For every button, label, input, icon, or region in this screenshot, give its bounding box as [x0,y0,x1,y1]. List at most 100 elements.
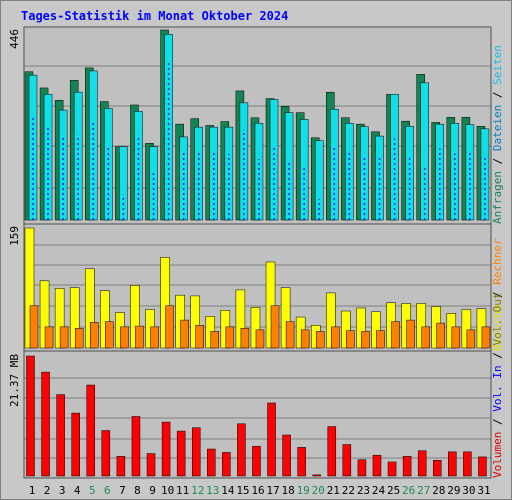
bar-volumen [222,452,231,477]
bar-volumen [448,451,457,477]
bar-dateien [450,123,460,221]
bar-rechner [135,325,144,349]
bar-besuche [326,292,336,349]
day-label: 5 [89,484,96,497]
bar-rechner [105,321,114,349]
bar-rechner [315,331,325,349]
bar-volumen [86,384,96,477]
legend-segment: / [491,412,504,432]
bar-dateien [465,124,475,221]
bar-volumen [478,456,487,477]
bar-besuche [235,289,246,349]
bar-volumen [26,355,35,477]
y-max-label: 159 [8,226,21,246]
day-label: 4 [74,484,81,497]
day-label: 25 [387,484,400,497]
day-label: 14 [221,484,235,497]
series-legend-label: Anfragen / Dateien / Seiten [491,45,504,224]
bar-volumen [327,426,337,477]
bar-rechner [421,326,430,349]
bar-rechner [59,326,69,349]
day-label: 16 [251,484,264,497]
legend-segment: / [491,85,504,105]
bar-besuche [416,303,426,349]
bar-volumen [116,456,126,477]
bar-besuche [190,295,200,349]
bar-besuche [341,310,351,349]
bar-volumen [71,412,80,477]
plot-border-3 [23,350,492,479]
bar-rechner [406,319,415,349]
bar-besuche [130,285,140,349]
bar-volumen [282,434,291,477]
bar-volumen [372,454,382,477]
day-label: 27 [417,484,430,497]
day-label: 26 [402,484,415,497]
day-label: 11 [176,484,189,497]
bar-rechner [44,326,54,349]
bar-besuche [280,287,291,349]
legend-segment: Vol. Out [491,293,504,346]
day-label: 13 [206,484,219,497]
bar-rechner [240,328,250,349]
bar-rechner [180,319,189,349]
legend-segment: Seiten [491,45,504,85]
bar-besuche [69,287,80,349]
bar-volumen [432,460,442,477]
legend-segment: Volumen [491,432,504,478]
day-label: 12 [191,484,204,497]
bar-besuche [461,309,472,349]
bar-rechner [90,322,99,349]
bar-dateien [43,94,53,221]
day-label: 7 [119,484,126,497]
day-label: 3 [59,484,66,497]
bar-rechner [29,305,39,349]
y-max-label: 21.37 MB [8,354,21,407]
bar-rechner [376,330,385,349]
bar-rechner [436,322,445,349]
series-legend-label: Besuche / Rechner [491,238,504,351]
legend-segment: Rechner [491,238,504,285]
legend-segment: Dateien [491,105,504,151]
legend-segment: Vol. In [491,365,504,411]
legend-segment: Anfragen [491,171,504,224]
bar-dateien [390,94,399,221]
bar-volumen [402,456,412,477]
bar-besuche [100,290,110,349]
bar-rechner [74,328,84,349]
bar-dateien [254,123,264,221]
bar-besuche [39,280,50,349]
chart-title: Tages-Statistik im Monat Oktober 2024 [21,9,289,23]
bar-dateien [345,123,354,221]
day-label: 31 [477,484,490,497]
bar-dateien [239,102,249,221]
bar-dateien [73,91,83,221]
day-label: 23 [357,484,370,497]
day-label: 22 [342,484,355,497]
bar-volumen [191,427,201,477]
day-label: 6 [104,484,111,497]
bar-rechner [195,325,204,349]
day-label: 30 [462,484,475,497]
bar-rechner [361,331,370,349]
bar-rechner [300,329,310,349]
day-label: 17 [266,484,279,497]
bar-volumen [417,450,427,477]
bar-rechner [451,326,461,349]
bar-rechner [346,330,355,349]
bar-volumen [41,371,50,477]
bar-volumen [176,430,186,477]
bar-rechner [120,326,129,349]
bar-dateien [435,123,444,221]
bar-rechner [270,305,280,349]
bar-besuche [250,307,261,349]
series-legend-label: Volumen / Vol. In / Vol. Out [491,293,504,478]
bar-rechner [210,331,220,349]
bar-volumen [237,423,246,477]
day-label: 28 [432,484,445,497]
bar-dateien [89,70,98,221]
bar-besuche [24,227,35,349]
legend-segment: Besuche [491,305,504,351]
bar-rechner [150,326,159,349]
